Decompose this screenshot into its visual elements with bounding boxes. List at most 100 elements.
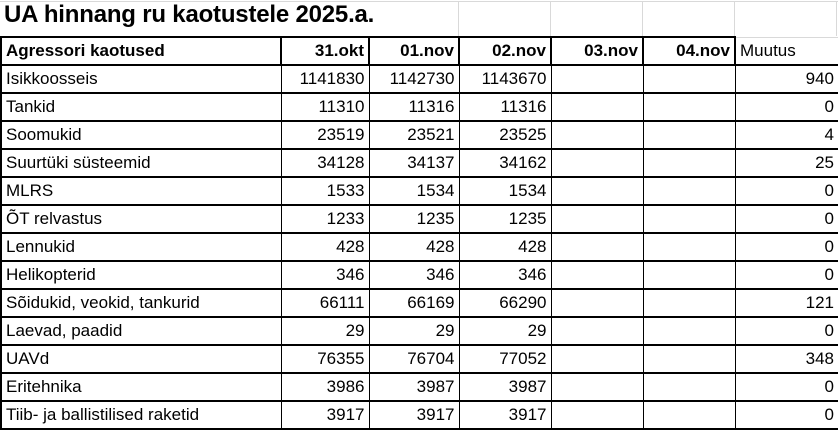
value-cell[interactable]: 3986	[280, 372, 370, 402]
row-label-cell[interactable]: Eritehnika	[0, 372, 282, 402]
value-cell[interactable]: 1235	[458, 204, 552, 234]
value-cell[interactable]	[642, 260, 736, 290]
value-cell[interactable]: 1141830	[280, 64, 370, 94]
value-cell[interactable]	[550, 344, 644, 374]
value-cell[interactable]: 1534	[458, 176, 552, 206]
change-cell[interactable]: 348	[734, 344, 838, 374]
value-cell[interactable]	[642, 64, 736, 94]
value-cell[interactable]	[642, 316, 736, 346]
value-cell[interactable]: 34162	[458, 148, 552, 178]
value-cell[interactable]	[642, 120, 736, 150]
value-cell[interactable]: 1143670	[458, 64, 552, 94]
value-cell[interactable]: 11316	[458, 92, 552, 122]
row-label-cell[interactable]: Isikkoosseis	[0, 64, 282, 94]
value-cell[interactable]: 3917	[368, 400, 460, 430]
change-cell[interactable]: 0	[734, 176, 838, 206]
value-cell[interactable]: 3917	[280, 400, 370, 430]
header-date-cell[interactable]: 02.nov	[458, 36, 552, 66]
value-cell[interactable]	[550, 204, 644, 234]
header-date-cell[interactable]: 03.nov	[550, 36, 644, 66]
value-cell[interactable]: 23519	[280, 120, 370, 150]
value-cell[interactable]	[642, 92, 736, 122]
value-cell[interactable]: 346	[458, 260, 552, 290]
value-cell[interactable]	[642, 232, 736, 262]
value-cell[interactable]	[550, 148, 644, 178]
change-cell[interactable]: 0	[734, 92, 838, 122]
change-cell[interactable]: 0	[734, 204, 838, 234]
value-cell[interactable]	[550, 260, 644, 290]
value-cell[interactable]: 66111	[280, 288, 370, 318]
change-cell[interactable]: 0	[734, 260, 838, 290]
change-cell[interactable]: 0	[734, 400, 838, 430]
value-cell[interactable]: 1233	[280, 204, 370, 234]
value-cell[interactable]: 428	[368, 232, 460, 262]
header-date-cell[interactable]: 31.okt	[280, 36, 370, 66]
value-cell[interactable]: 346	[280, 260, 370, 290]
value-cell[interactable]	[642, 176, 736, 206]
value-cell[interactable]: 428	[280, 232, 370, 262]
change-cell[interactable]: 0	[734, 232, 838, 262]
value-cell[interactable]: 34128	[280, 148, 370, 178]
value-cell[interactable]: 346	[368, 260, 460, 290]
value-cell[interactable]: 3917	[458, 400, 552, 430]
value-cell[interactable]: 76704	[368, 344, 460, 374]
value-cell[interactable]	[642, 148, 736, 178]
value-cell[interactable]	[550, 288, 644, 318]
value-cell[interactable]: 29	[458, 316, 552, 346]
header-date-cell[interactable]: 01.nov	[368, 36, 460, 66]
row-label-cell[interactable]: Suurtüki süsteemid	[0, 148, 282, 178]
value-cell[interactable]	[642, 372, 736, 402]
row-label-cell[interactable]: Soomukid	[0, 120, 282, 150]
value-cell[interactable]	[550, 92, 644, 122]
row-label-cell[interactable]: Sõidukid, veokid, tankurid	[0, 288, 282, 318]
row-label-cell[interactable]: UAVd	[0, 344, 282, 374]
row-label-cell[interactable]: MLRS	[0, 176, 282, 206]
value-cell[interactable]	[550, 176, 644, 206]
change-cell[interactable]: 121	[734, 288, 838, 318]
value-cell[interactable]: 11316	[368, 92, 460, 122]
row-label-cell[interactable]: Laevad, paadid	[0, 316, 282, 346]
header-label-cell[interactable]: Agressori kaotused	[0, 36, 282, 66]
value-cell[interactable]	[550, 120, 644, 150]
value-cell[interactable]: 23525	[458, 120, 552, 150]
value-cell[interactable]	[550, 400, 644, 430]
row-label-cell[interactable]: ÕT relvastus	[0, 204, 282, 234]
page-title[interactable]: UA hinnang ru kaotustele 2025.a.	[4, 1, 375, 28]
value-cell[interactable]: 428	[458, 232, 552, 262]
table-row: ÕT relvastus 1233 1235 1235 0	[0, 204, 838, 234]
change-cell[interactable]: 0	[734, 316, 838, 346]
value-cell[interactable]: 76355	[280, 344, 370, 374]
value-cell[interactable]: 11310	[280, 92, 370, 122]
value-cell[interactable]: 66290	[458, 288, 552, 318]
value-cell[interactable]	[642, 344, 736, 374]
value-cell[interactable]	[642, 288, 736, 318]
value-cell[interactable]: 29	[280, 316, 370, 346]
value-cell[interactable]: 1534	[368, 176, 460, 206]
change-cell[interactable]: 940	[734, 64, 838, 94]
row-label-cell[interactable]: Tankid	[0, 92, 282, 122]
value-cell[interactable]	[550, 372, 644, 402]
value-cell[interactable]	[642, 204, 736, 234]
value-cell[interactable]: 23521	[368, 120, 460, 150]
header-date-cell[interactable]: 04.nov	[642, 36, 736, 66]
value-cell[interactable]	[642, 400, 736, 430]
value-cell[interactable]	[550, 64, 644, 94]
value-cell[interactable]: 1235	[368, 204, 460, 234]
value-cell[interactable]: 1142730	[368, 64, 460, 94]
row-label-cell[interactable]: Helikopterid	[0, 260, 282, 290]
change-cell[interactable]: 25	[734, 148, 838, 178]
value-cell[interactable]: 1533	[280, 176, 370, 206]
row-label-cell[interactable]: Lennukid	[0, 232, 282, 262]
row-label-cell[interactable]: Tiib- ja ballistilised raketid	[0, 400, 282, 430]
value-cell[interactable]: 66169	[368, 288, 460, 318]
change-cell[interactable]: 4	[734, 120, 838, 150]
value-cell[interactable]: 77052	[458, 344, 552, 374]
value-cell[interactable]	[550, 316, 644, 346]
value-cell[interactable]: 29	[368, 316, 460, 346]
value-cell[interactable]: 34137	[368, 148, 460, 178]
value-cell[interactable]: 3987	[368, 372, 460, 402]
value-cell[interactable]: 3987	[458, 372, 552, 402]
header-change-cell[interactable]: Muutus	[734, 36, 838, 66]
change-cell[interactable]: 0	[734, 372, 838, 402]
value-cell[interactable]	[550, 232, 644, 262]
